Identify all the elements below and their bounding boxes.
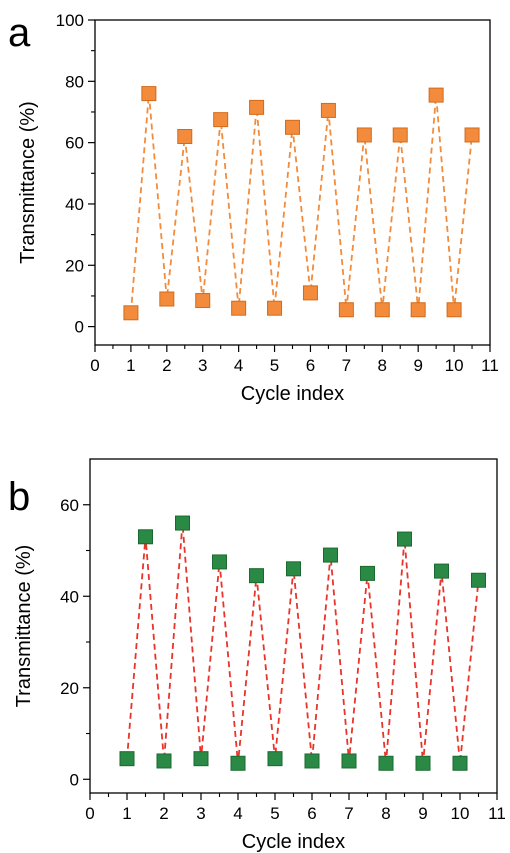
pb-plot-frame [89, 458, 498, 794]
pb-data-point [397, 531, 412, 547]
pa-plot-frame [94, 19, 491, 346]
pb-x-tick-label: 5 [270, 804, 279, 823]
pb-data-point [119, 751, 135, 767]
pb-x-tick-label: 11 [488, 804, 506, 823]
pa-data-point [392, 127, 408, 143]
pb-x-tick-label: 7 [344, 804, 353, 823]
pb-data-point [230, 755, 246, 771]
pa-data-point [231, 300, 247, 316]
panel-label-a: a [8, 11, 31, 55]
pb-x-tick-label: 10 [451, 804, 470, 823]
chart-panel-a: a 0 1 2 3 4 5 6 7 8 9 10 11 0 20 40 60 80 100 Cycle index T… [8, 11, 499, 405]
pa-data-point [141, 86, 157, 102]
pa-y-tick-label: 40 [65, 195, 84, 214]
pb-data-point [341, 753, 357, 769]
pa-x-tick-label: 10 [445, 356, 464, 375]
pa-x-tick-label: 11 [481, 356, 499, 375]
pb-data-point [434, 563, 449, 579]
pa-data-point [195, 293, 211, 309]
pb-data-point [212, 554, 227, 570]
pb-data-point [471, 572, 486, 588]
pa-data-point [159, 291, 175, 307]
pa-y-tick-label: 100 [56, 11, 84, 30]
pb-y-tick-label: 60 [60, 496, 79, 515]
pa-data-point [249, 99, 265, 115]
pa-data-point [320, 102, 336, 118]
pb-data-point [193, 751, 209, 767]
pb-x-tick-label: 9 [418, 804, 427, 823]
pb-data-point [267, 751, 283, 767]
pb-x-tick-label: 6 [307, 804, 316, 823]
pa-data-point [285, 119, 300, 135]
pb-y-axis-title: Transmittance (%) [13, 545, 35, 708]
pa-y-tick-label: 20 [65, 256, 84, 275]
pa-y-axis-title: Transmittance (%) [17, 101, 39, 264]
pb-data-point [249, 568, 264, 584]
pa-data-point [213, 112, 229, 128]
pa-data-point [356, 127, 372, 143]
pb-data-point [378, 755, 394, 771]
pa-data-point [123, 305, 139, 321]
pb-x-tick-label: 0 [85, 804, 94, 823]
pb-data-point [175, 515, 190, 531]
pb-series-line [126, 523, 480, 764]
pa-x-tick-label: 0 [90, 356, 99, 375]
pa-data-point [410, 302, 426, 318]
pa-data-point [464, 127, 480, 143]
pb-x-tick-label: 8 [381, 804, 390, 823]
pb-data-point [304, 753, 320, 769]
chart-panel-b: b 0 1 2 3 4 5 6 7 8 9 10 11 0 20 40 60 Cycle index Transm… [8, 458, 506, 853]
pb-data-point [286, 561, 301, 577]
pb-x-axis-title: Cycle index [242, 831, 345, 853]
pb-data-point [360, 565, 375, 581]
pb-x-tick-label: 4 [233, 804, 242, 823]
pa-data-point [302, 285, 318, 301]
pb-data-point [138, 529, 153, 545]
pa-x-tick-label: 2 [162, 356, 171, 375]
pb-x-tick-label: 3 [196, 804, 205, 823]
pa-x-tick-label: 4 [234, 356, 243, 375]
pa-data-point [338, 302, 354, 318]
pa-x-tick-label: 1 [126, 356, 135, 375]
pa-series-line [130, 93, 473, 313]
pa-x-tick-label: 6 [306, 356, 315, 375]
pa-x-tick-label: 5 [270, 356, 279, 375]
pa-data-point [374, 302, 390, 318]
pb-y-tick-label: 40 [60, 587, 79, 606]
pa-data-point [177, 129, 193, 145]
pb-y-tick-label: 0 [70, 770, 79, 789]
pb-data-point [323, 547, 338, 563]
pb-x-tick-label: 2 [159, 804, 168, 823]
pb-data-point [415, 755, 431, 771]
pa-x-axis-title: Cycle index [241, 383, 344, 405]
pa-x-tick-label: 3 [198, 356, 207, 375]
pa-data-point [428, 87, 444, 103]
pa-x-tick-label: 8 [378, 356, 387, 375]
pa-y-tick-label: 0 [75, 318, 84, 337]
pa-x-tick-label: 9 [413, 356, 422, 375]
pa-data-point [446, 302, 462, 318]
pb-data-point [156, 753, 172, 769]
pb-y-tick-label: 20 [60, 679, 79, 698]
pa-data-point [267, 300, 283, 316]
pa-y-tick-label: 60 [65, 134, 84, 153]
pa-x-tick-label: 7 [342, 356, 351, 375]
pb-x-tick-label: 1 [122, 804, 131, 823]
panel-label-b: b [8, 475, 30, 519]
pa-y-tick-label: 80 [65, 72, 84, 91]
pb-data-point [452, 755, 468, 771]
